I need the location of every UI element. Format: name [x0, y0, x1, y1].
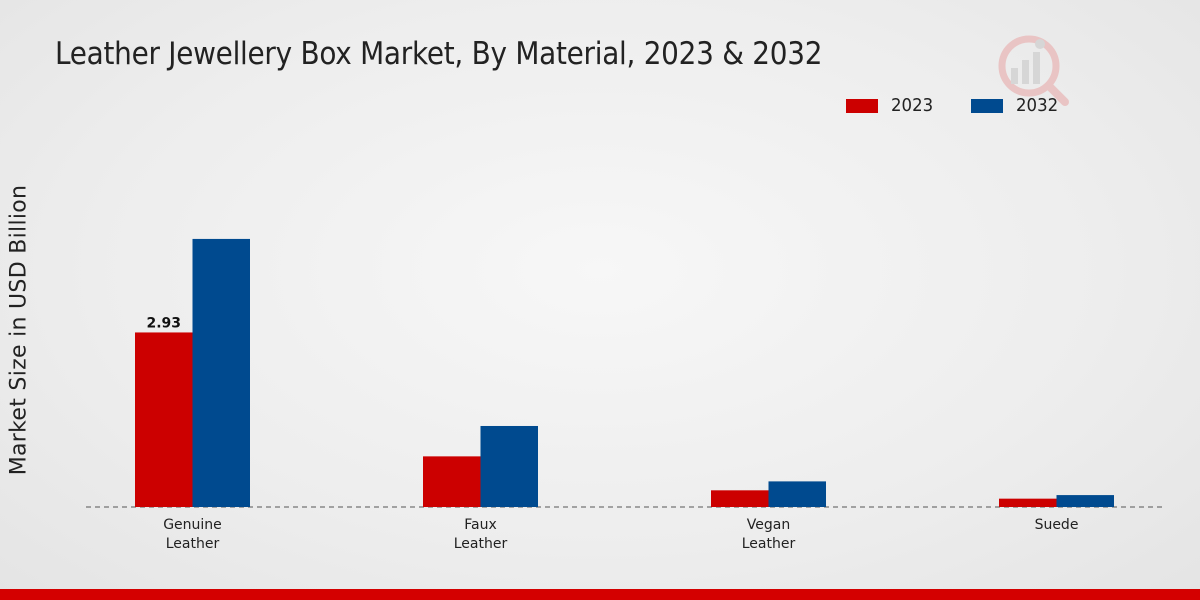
- legend-item-2023: 2023: [846, 95, 937, 116]
- bar-2023-suede: [999, 498, 1057, 507]
- bar-2032-faux-leather: [480, 425, 538, 507]
- bar-2032-genuine-leather: [192, 238, 250, 507]
- legend-swatch-2023: [846, 98, 878, 113]
- legend-item-2032: 2032: [970, 95, 1062, 116]
- bar-2023-genuine-leather: [135, 332, 193, 507]
- bar-2023-faux-leather: [423, 456, 481, 507]
- x-tick-label: Faux Leather: [454, 517, 508, 552]
- legend-label-2032: 2032: [1015, 95, 1058, 116]
- bar-2023-vegan-leather: [711, 490, 769, 507]
- legend-label-2023: 2023: [891, 95, 934, 116]
- x-tick-label: Suede: [1035, 517, 1079, 533]
- bar-2032-suede: [1056, 495, 1114, 507]
- bar-2032-vegan-leather: [768, 481, 826, 507]
- footer-bar: [0, 589, 1200, 600]
- legend-swatch-2032: [970, 98, 1003, 113]
- data-label: 2.93: [146, 315, 181, 331]
- legend: 2023 2032: [846, 95, 1096, 116]
- x-tick-label: Vegan Leather: [742, 517, 796, 552]
- x-tick-label: Genuine Leather: [163, 517, 222, 552]
- market-research-logo-icon: [998, 35, 1069, 106]
- chart-title: Leather Jewellery Box Market, By Materia…: [55, 36, 823, 72]
